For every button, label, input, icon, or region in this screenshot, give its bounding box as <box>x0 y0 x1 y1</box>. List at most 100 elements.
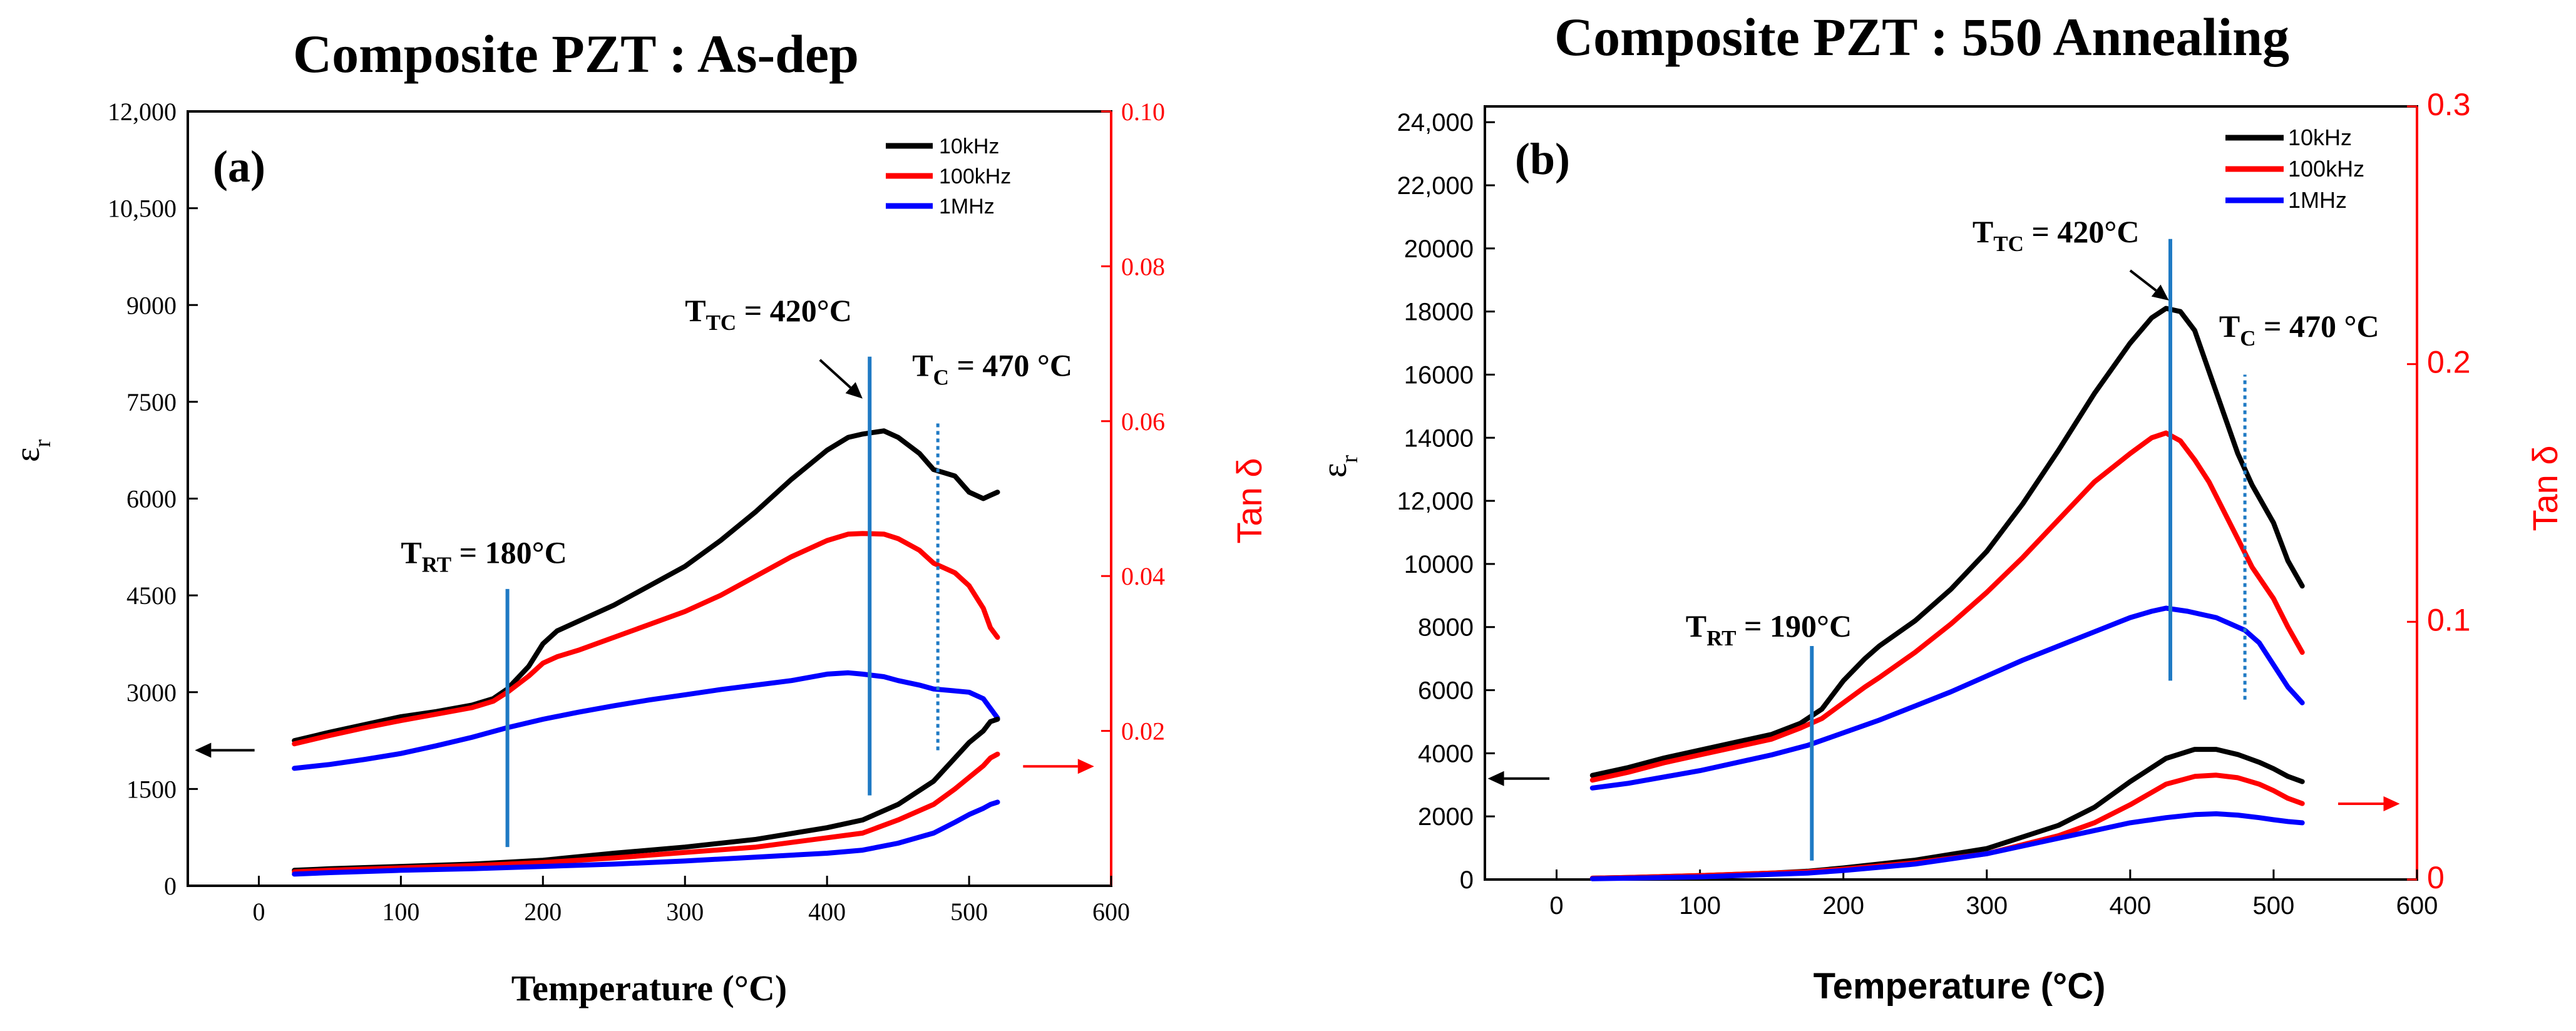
y-tick-label: 10000 <box>1404 551 1474 578</box>
series-line-100khz-permittivity <box>292 531 1000 747</box>
annotations-a: TRT = 180°C TTC = 420°C TC = 470 °C <box>195 293 1094 774</box>
x-tick-label: 400 <box>2109 892 2151 920</box>
y-axis-ticks-b: 0 2000 4000 6000 8000 10000 12,000 14000 16000 18… <box>1397 109 1495 894</box>
y2-axis-label-text-a: Tan δ <box>1229 458 1269 543</box>
series-line-10khz-tandelta <box>292 717 1000 873</box>
x-tick-label: 600 <box>2396 892 2438 920</box>
right-axis-arrow <box>1023 759 1094 774</box>
y-tick-label: 6000 <box>126 485 177 513</box>
series-line-1mhz-permittivity <box>292 670 1000 771</box>
x-tick-label: 100 <box>1679 892 1721 920</box>
y-tick-label: 1500 <box>126 775 177 803</box>
chart-title-b: Composite PZT : 550 Annealing <box>1554 7 2289 67</box>
y2-tick-label: 0.02 <box>1121 717 1165 746</box>
y2-tick-label: 0.08 <box>1121 252 1165 280</box>
y2-axis-ticks-a: 0.02 0.04 0.06 0.08 0.10 <box>1101 98 1165 746</box>
axis-pointer-arrow <box>2129 269 2169 301</box>
y-tick-label: 8000 <box>1418 614 1474 642</box>
y-tick-label: 7500 <box>126 388 177 416</box>
y2-axis-label-text-b: Tan δ <box>2525 445 2565 531</box>
y2-tick-label: 0.10 <box>1121 98 1165 126</box>
y-tick-label: 16000 <box>1404 361 1474 389</box>
x-tick-label: 0 <box>1549 892 1563 920</box>
y-axis-label-sub-b: r <box>1337 455 1363 463</box>
y2-axis-label-b: Tan δ <box>2525 445 2565 531</box>
annotation-tc-temperature: TTC = 420°C <box>1973 214 2140 256</box>
y-tick-label: 20000 <box>1404 235 1474 263</box>
legend-b: 10kHz 100kHz 1MHz <box>2225 125 2364 213</box>
svg-text:εr: εr <box>1315 455 1363 478</box>
svg-text:εr: εr <box>8 439 56 463</box>
y-axis-ticks-a: 0 1500 3000 4500 6000 7500 9000 10,500 12,000 <box>108 98 198 900</box>
chart-panel-b: Composite PZT : 550 Annealing 0 100 200 300… <box>1315 7 2565 1007</box>
axis-pointer-arrow <box>195 742 255 758</box>
chart-title-a: Composite PZT : As-dep <box>293 24 859 84</box>
series-group-b <box>1589 305 2305 881</box>
y2-axis-label-a: Tan δ <box>1229 458 1269 543</box>
y2-tick-label: 0.06 <box>1121 408 1165 436</box>
legend-label-100khz-b: 100kHz <box>2288 156 2364 182</box>
panel-label-b: (b) <box>1515 134 1570 184</box>
right-axis-arrow <box>2338 796 2400 812</box>
y2-tick-label: 0 <box>2427 860 2445 895</box>
legend-a: 10kHz 100kHz 1MHz <box>886 135 1011 218</box>
y-tick-label: 24,000 <box>1397 109 1474 136</box>
series-line-10khz-permittivity <box>1589 305 2305 778</box>
legend-label-1mhz-a: 1MHz <box>939 195 995 218</box>
y-tick-label: 0 <box>164 872 177 900</box>
x-axis-label-a: Temperature (°C) <box>511 968 787 1008</box>
legend-label-10khz-a: 10kHz <box>939 135 999 158</box>
series-line-1mhz-tandelta <box>292 799 1000 877</box>
x-tick-label: 500 <box>950 898 988 926</box>
chart-panel-a: Composite PZT : As-dep 0 100 200 300 400 500 6… <box>8 24 1269 1008</box>
y-tick-label: 12,000 <box>108 98 177 126</box>
y-tick-label: 12,000 <box>1397 488 1474 515</box>
annotation-tc-temperature: TTC = 420°C <box>685 293 852 335</box>
y-axis-label-sub-a: r <box>29 439 56 448</box>
annotation-rt-temperature: TRT = 190°C <box>1686 608 1852 650</box>
y-tick-label: 22,000 <box>1397 172 1474 200</box>
x-axis-ticks-a: 0 100 200 300 400 500 600 <box>252 876 1130 926</box>
series-line-1mhz-tandelta <box>1589 811 2305 881</box>
y-tick-label: 4500 <box>126 582 177 610</box>
series-line-1mhz-permittivity <box>1589 605 2305 791</box>
y-axis-label-a: εr <box>8 439 56 463</box>
series-line-10khz-permittivity <box>292 428 1000 744</box>
x-axis-ticks-b: 0 100 200 300 400 500 600 <box>1549 869 2438 920</box>
legend-label-10khz-b: 10kHz <box>2288 125 2352 150</box>
y-tick-label: 3000 <box>126 679 177 707</box>
y2-tick-label: 0.04 <box>1121 562 1165 590</box>
y-tick-label: 4000 <box>1418 740 1474 767</box>
series-line-100khz-permittivity <box>1589 430 2305 783</box>
x-tick-label: 200 <box>524 898 562 926</box>
y-tick-label: 0 <box>1460 866 1474 894</box>
transition-markers-b <box>1810 239 2247 861</box>
legend-label-100khz-a: 100kHz <box>939 165 1011 188</box>
y2-tick-label: 0.3 <box>2427 87 2471 122</box>
x-tick-label: 500 <box>2253 892 2295 920</box>
axis-pointer-arrow <box>1487 771 1550 786</box>
legend-label-1mhz-b: 1MHz <box>2288 187 2347 213</box>
x-tick-label: 300 <box>1966 892 2008 920</box>
y-axis-label-b: εr <box>1315 455 1363 478</box>
annotations-b: TRT = 190°C TTC = 420°C TC = 470 °C <box>1487 214 2400 812</box>
panel-label-a: (a) <box>213 141 265 192</box>
y-axis-label-main-b: ε <box>1315 463 1354 478</box>
y-tick-label: 6000 <box>1418 677 1474 705</box>
y2-tick-label: 0.1 <box>2427 602 2471 637</box>
y-tick-label: 10,500 <box>108 195 177 223</box>
x-tick-label: 100 <box>382 898 419 926</box>
transition-markers-a <box>505 356 940 848</box>
x-tick-label: 300 <box>666 898 704 926</box>
annotation-c-temperature: TC = 470 °C <box>2219 309 2379 351</box>
plot-frame-a <box>187 110 1112 887</box>
annotation-c-temperature: TC = 470 °C <box>912 348 1072 390</box>
series-line-100khz-tandelta <box>292 751 1000 875</box>
x-tick-label: 600 <box>1092 898 1130 926</box>
y-tick-label: 14000 <box>1404 424 1474 452</box>
axis-pointer-arrow <box>819 359 863 399</box>
x-tick-label: 400 <box>808 898 846 926</box>
y2-axis-ticks-b: 0 0.1 0.2 0.3 <box>2407 87 2471 895</box>
plot-frame-b <box>1484 105 2418 881</box>
